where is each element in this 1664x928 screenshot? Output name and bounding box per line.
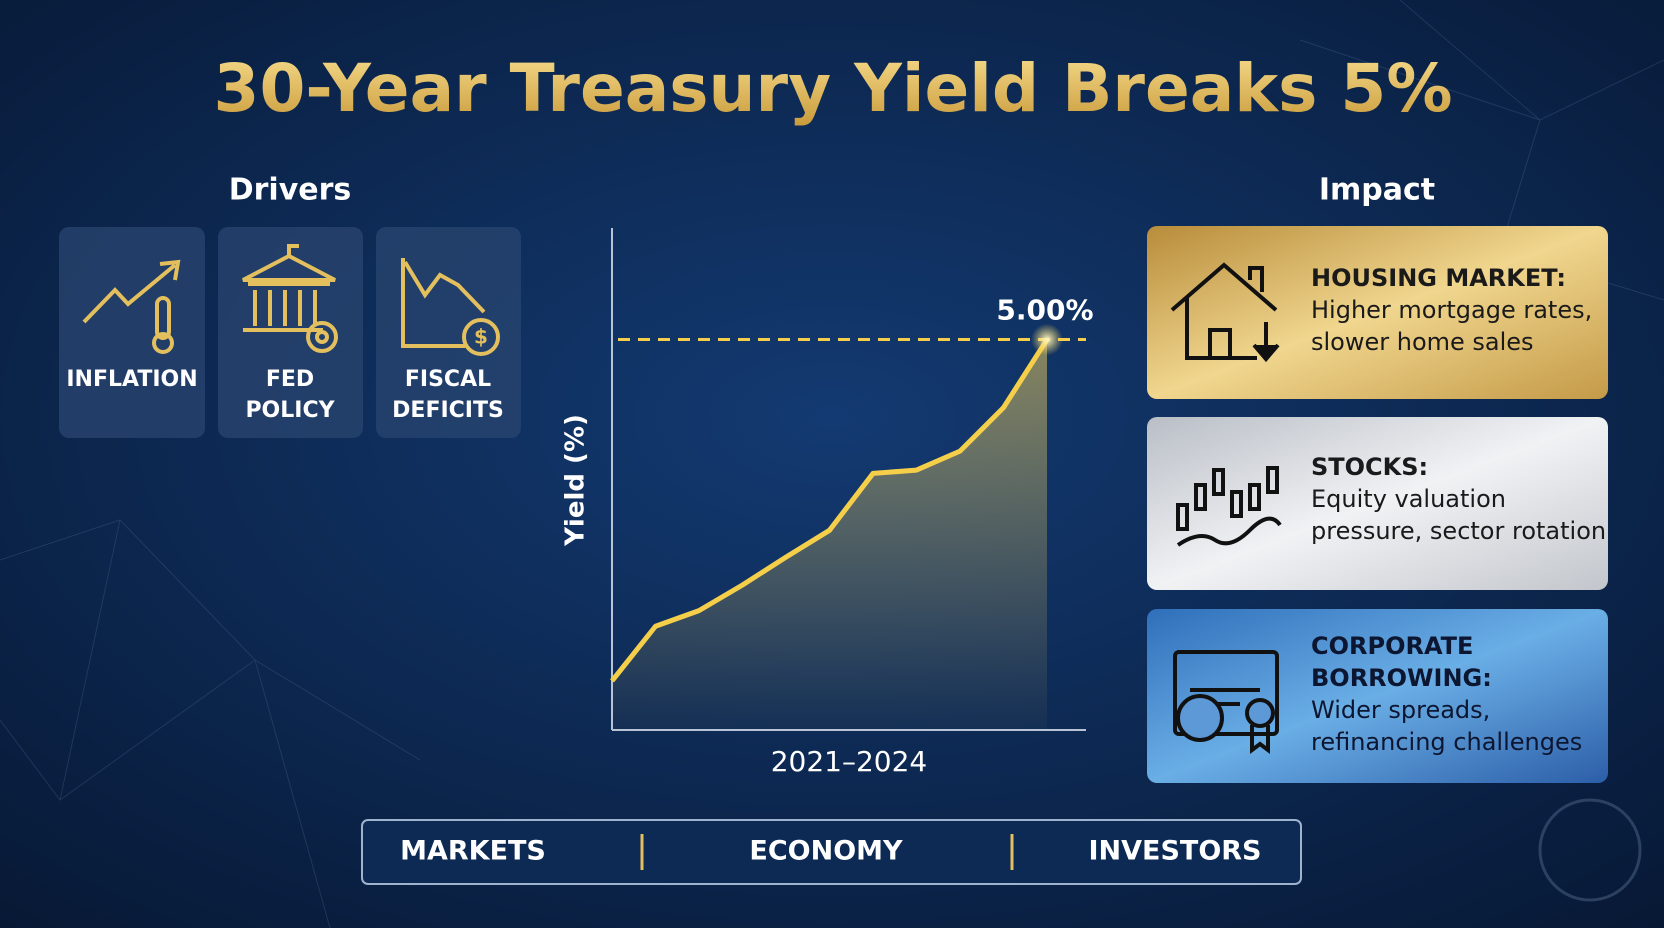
driver-label: INFLATION (66, 367, 197, 392)
reference-label: 5.00% (996, 294, 1093, 327)
card-title: STOCKS: (1311, 453, 1428, 481)
x-axis-label: 2021–2024 (771, 745, 928, 778)
footer-bar (361, 819, 1302, 885)
card-title: HOUSING MARKET: (1311, 264, 1566, 292)
card-text: Higher mortgage rates, (1311, 296, 1592, 324)
y-axis-label: Yield (%) (561, 414, 591, 547)
footer: MARKETS ECONOMY INVESTORS (361, 819, 1302, 885)
impact-icons (1170, 262, 1282, 754)
driver-label: FED (266, 367, 314, 392)
title: 30-Year Treasury Yield Breaks 5% (214, 50, 1453, 127)
drivers-heading: Drivers (229, 173, 352, 208)
driver-card (376, 227, 521, 438)
driver-label: FISCAL (405, 367, 491, 392)
impact-cards: HOUSING MARKET: Higher mortgage rates, slo… (1147, 226, 1608, 783)
card-text: Equity valuation (1311, 485, 1506, 513)
footer-tab: MARKETS (400, 836, 546, 867)
card-text: slower home sales (1311, 328, 1534, 356)
area-fill (612, 339, 1047, 730)
seal (1538, 798, 1642, 902)
card-title: BORROWING: (1311, 664, 1492, 692)
drivers: $ INFLATION FED POLICY FISCAL DEFICITS (59, 227, 521, 438)
end-glow (1031, 323, 1063, 356)
impact-heading: Impact (1319, 173, 1435, 208)
dollar-icon: $ (474, 325, 488, 349)
card-text: pressure, sector rotation (1311, 517, 1606, 545)
footer-tab: ECONOMY (749, 836, 903, 867)
card-text: Wider spreads, (1311, 696, 1490, 724)
impact-card (1147, 417, 1608, 590)
yield-line (610, 338, 1050, 683)
yield-chart: 5.00% 2021–2024 Yield (%) (561, 228, 1094, 778)
driver-icons (82, 244, 500, 356)
card-title: CORPORATE (1311, 632, 1473, 660)
card-text: refinancing challenges (1311, 728, 1582, 756)
driver-label: DEFICITS (392, 398, 504, 423)
driver-label: POLICY (245, 398, 335, 423)
footer-tab: INVESTORS (1088, 836, 1261, 867)
driver-card (59, 227, 205, 438)
